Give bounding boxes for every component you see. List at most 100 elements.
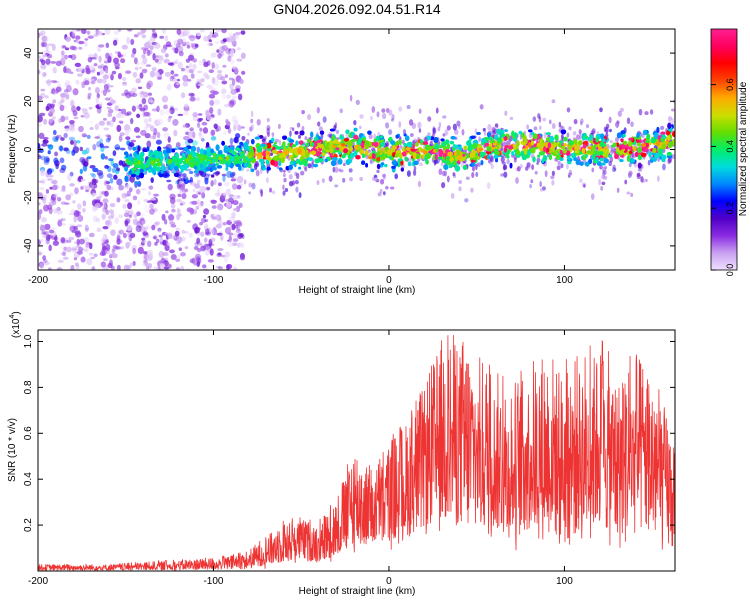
heatmap-cell — [38, 112, 46, 117]
heatmap-cell — [75, 264, 80, 270]
heatmap-cell — [478, 136, 481, 143]
heatmap-cell — [191, 200, 198, 205]
heatmap-cell — [104, 67, 109, 74]
heatmap-cell — [70, 99, 75, 107]
heatmap-cell — [151, 31, 158, 37]
heatmap-cell — [240, 52, 246, 59]
spectrogram-xlabel: Height of straight line (km) — [299, 285, 416, 296]
snr-multiplier-close: ) — [11, 311, 22, 314]
heatmap-cell — [181, 236, 186, 242]
heatmap-cell — [586, 150, 592, 154]
heatmap-cell — [166, 44, 173, 48]
heatmap-cell — [288, 174, 293, 180]
heatmap-cell — [399, 144, 403, 149]
colorbar-tick-label: 0.0 — [725, 264, 735, 277]
heatmap-cell — [226, 170, 232, 178]
heatmap-cell — [341, 154, 346, 159]
heatmap-cell — [452, 172, 456, 177]
heatmap-cell — [223, 199, 230, 202]
heatmap-cell — [64, 128, 70, 133]
heatmap-cell — [217, 52, 222, 59]
heatmap-cell — [47, 144, 54, 150]
heatmap-cell — [75, 140, 81, 144]
heatmap-cell — [111, 248, 116, 254]
heatmap-cell — [667, 158, 671, 165]
heatmap-cell — [112, 174, 118, 180]
heatmap-cell — [170, 70, 175, 75]
heatmap-cell — [75, 80, 80, 85]
heatmap-cell — [236, 47, 241, 51]
heatmap-cell — [197, 70, 203, 74]
heatmap-cell — [325, 149, 330, 153]
heatmap-cell — [602, 169, 607, 176]
heatmap-cell — [228, 216, 235, 222]
heatmap-cell — [101, 245, 107, 251]
heatmap-cell — [568, 140, 574, 146]
heatmap-cell — [106, 173, 113, 179]
heatmap-cell — [561, 145, 566, 150]
heatmap-cell — [384, 163, 388, 168]
heatmap-cell — [174, 230, 180, 237]
heatmap-cell — [118, 108, 122, 112]
heatmap-cell — [414, 142, 419, 147]
heatmap-cell — [151, 168, 156, 174]
heatmap-cell — [550, 175, 555, 180]
heatmap-cell — [349, 177, 353, 182]
heatmap-cell — [549, 136, 554, 142]
heatmap-cell — [599, 141, 605, 147]
heatmap-cell — [144, 132, 151, 139]
heatmap-cell — [379, 135, 383, 139]
heatmap-cell — [124, 220, 129, 227]
snr-multiplier: (x104) — [9, 311, 22, 338]
heatmap-cell — [125, 136, 131, 141]
heatmap-cell — [177, 208, 182, 215]
heatmap-cell — [381, 112, 387, 120]
heatmap-cell — [43, 230, 49, 236]
heatmap-cell — [98, 101, 104, 107]
heatmap-cell — [210, 213, 214, 219]
heatmap-cell — [585, 124, 590, 129]
heatmap-cell — [142, 111, 147, 118]
heatmap-cell — [52, 136, 58, 142]
heatmap-cell — [269, 152, 273, 157]
heatmap-cell — [38, 123, 42, 127]
heatmap-cell — [42, 255, 46, 261]
heatmap-cell — [573, 118, 578, 125]
heatmap-cell — [200, 217, 207, 224]
heatmap-cell — [126, 111, 132, 116]
heatmap-cell — [584, 140, 588, 145]
heatmap-cell — [169, 163, 174, 170]
colorbar-tick-label: 0.4 — [725, 140, 735, 153]
heatmap-cell — [131, 167, 137, 171]
heatmap-cell — [53, 157, 59, 164]
heatmap-cell — [539, 180, 542, 188]
heatmap-cell — [124, 199, 130, 203]
heatmap-cell — [151, 224, 156, 231]
heatmap-cell — [622, 133, 626, 138]
heatmap-cell — [558, 140, 564, 144]
heatmap-cell — [243, 145, 248, 150]
heatmap-cell — [137, 200, 141, 205]
heatmap-cell — [77, 73, 83, 77]
heatmap-cell — [139, 213, 146, 218]
heatmap-cell — [144, 47, 149, 51]
heatmap-cell — [38, 132, 45, 140]
heatmap-cell — [124, 166, 128, 172]
heatmap-cell — [417, 180, 422, 188]
heatmap-cell — [458, 186, 462, 192]
heatmap-cell — [304, 152, 310, 159]
heatmap-cell — [45, 44, 49, 52]
heatmap-cell — [159, 35, 165, 39]
heatmap-cell — [489, 154, 494, 162]
heatmap-cell — [526, 124, 530, 130]
heatmap-cell — [250, 110, 254, 118]
heatmap-cell — [637, 142, 641, 147]
heatmap-cell — [613, 167, 617, 172]
heatmap-cell — [116, 167, 121, 172]
heatmap-cell — [233, 119, 239, 127]
heatmap-cell — [192, 188, 196, 192]
heatmap-cell — [93, 53, 98, 61]
heatmap-cell — [121, 76, 127, 81]
heatmap-cell — [200, 245, 206, 252]
heatmap-cell — [408, 156, 412, 163]
